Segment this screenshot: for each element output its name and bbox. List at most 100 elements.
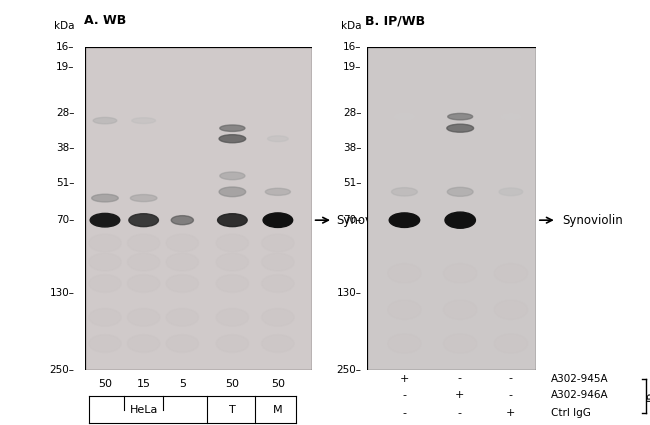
Text: Synoviolin: Synoviolin — [562, 214, 623, 227]
Ellipse shape — [166, 275, 199, 292]
Ellipse shape — [127, 253, 160, 271]
Text: +: + — [400, 374, 409, 384]
Text: 250–: 250– — [337, 365, 361, 375]
Text: 50: 50 — [271, 379, 285, 389]
Polygon shape — [84, 47, 312, 370]
Text: HeLa: HeLa — [129, 405, 158, 414]
Ellipse shape — [171, 215, 194, 225]
Ellipse shape — [445, 212, 475, 228]
Text: 130–: 130– — [337, 288, 361, 298]
Ellipse shape — [131, 195, 157, 201]
Ellipse shape — [218, 214, 247, 227]
Ellipse shape — [391, 187, 417, 196]
Ellipse shape — [387, 300, 421, 320]
Ellipse shape — [387, 264, 421, 283]
Ellipse shape — [261, 234, 294, 252]
Text: 50: 50 — [98, 379, 112, 389]
Ellipse shape — [263, 213, 292, 227]
Text: 38–: 38– — [56, 143, 74, 153]
Ellipse shape — [127, 309, 160, 326]
Ellipse shape — [127, 334, 160, 352]
Ellipse shape — [166, 309, 199, 326]
Text: +: + — [455, 390, 465, 400]
Ellipse shape — [265, 188, 291, 196]
Polygon shape — [367, 47, 536, 370]
Text: 38–: 38– — [343, 143, 361, 153]
Ellipse shape — [129, 214, 159, 227]
Text: 19–: 19– — [343, 62, 361, 72]
Ellipse shape — [448, 113, 473, 120]
Ellipse shape — [166, 334, 199, 352]
Ellipse shape — [501, 114, 521, 119]
Ellipse shape — [387, 334, 421, 353]
Text: kDa: kDa — [341, 20, 361, 31]
Ellipse shape — [219, 187, 246, 197]
Text: A302-945A: A302-945A — [551, 374, 608, 384]
Ellipse shape — [499, 188, 523, 196]
Ellipse shape — [88, 234, 122, 252]
Text: B. IP/WB: B. IP/WB — [365, 14, 425, 27]
Ellipse shape — [127, 234, 160, 252]
Text: 250–: 250– — [49, 365, 74, 375]
Text: 70–: 70– — [343, 215, 361, 225]
Ellipse shape — [494, 300, 528, 320]
Text: 28–: 28– — [56, 108, 74, 117]
Text: -: - — [402, 408, 406, 418]
Text: 16–: 16– — [343, 42, 361, 52]
Text: 130–: 130– — [49, 288, 74, 298]
Ellipse shape — [166, 234, 199, 252]
Ellipse shape — [261, 309, 294, 326]
Ellipse shape — [389, 213, 420, 227]
Ellipse shape — [132, 118, 155, 124]
Text: -: - — [402, 390, 406, 400]
Text: 28–: 28– — [343, 108, 361, 117]
Ellipse shape — [443, 300, 477, 320]
Ellipse shape — [494, 334, 528, 353]
Text: 50: 50 — [226, 379, 239, 389]
Text: 16–: 16– — [56, 42, 74, 52]
Ellipse shape — [88, 275, 122, 292]
Text: A302-946A: A302-946A — [551, 390, 608, 400]
Ellipse shape — [166, 253, 199, 271]
Ellipse shape — [447, 124, 474, 132]
Text: 19–: 19– — [56, 62, 74, 72]
Ellipse shape — [395, 113, 414, 120]
Ellipse shape — [216, 253, 249, 271]
Text: M: M — [273, 405, 283, 414]
Ellipse shape — [447, 187, 473, 196]
Ellipse shape — [261, 253, 294, 271]
Ellipse shape — [216, 234, 249, 252]
Text: 51–: 51– — [56, 178, 74, 188]
Text: +: + — [506, 408, 515, 418]
Text: Ctrl IgG: Ctrl IgG — [551, 408, 591, 418]
Text: A. WB: A. WB — [84, 14, 127, 27]
Ellipse shape — [88, 309, 122, 326]
Text: -: - — [458, 374, 462, 384]
Ellipse shape — [220, 172, 245, 180]
Text: -: - — [508, 390, 512, 400]
Text: 5: 5 — [179, 379, 186, 389]
Text: 15: 15 — [136, 379, 151, 389]
Ellipse shape — [261, 334, 294, 352]
Ellipse shape — [88, 253, 122, 271]
Ellipse shape — [261, 275, 294, 292]
Ellipse shape — [443, 334, 477, 353]
Text: IP: IP — [647, 391, 650, 401]
Ellipse shape — [127, 275, 160, 292]
Ellipse shape — [443, 264, 477, 283]
Ellipse shape — [268, 136, 288, 142]
Ellipse shape — [216, 334, 249, 352]
Ellipse shape — [90, 213, 120, 227]
Text: T: T — [229, 405, 236, 414]
Ellipse shape — [93, 117, 117, 124]
Ellipse shape — [219, 135, 246, 143]
Text: Synoviolin: Synoviolin — [336, 214, 397, 227]
Text: 70–: 70– — [56, 215, 74, 225]
Ellipse shape — [216, 275, 249, 292]
Ellipse shape — [494, 264, 528, 283]
Ellipse shape — [220, 125, 245, 131]
Text: -: - — [508, 374, 512, 384]
Text: kDa: kDa — [54, 20, 74, 31]
Text: -: - — [458, 408, 462, 418]
Text: 51–: 51– — [343, 178, 361, 188]
